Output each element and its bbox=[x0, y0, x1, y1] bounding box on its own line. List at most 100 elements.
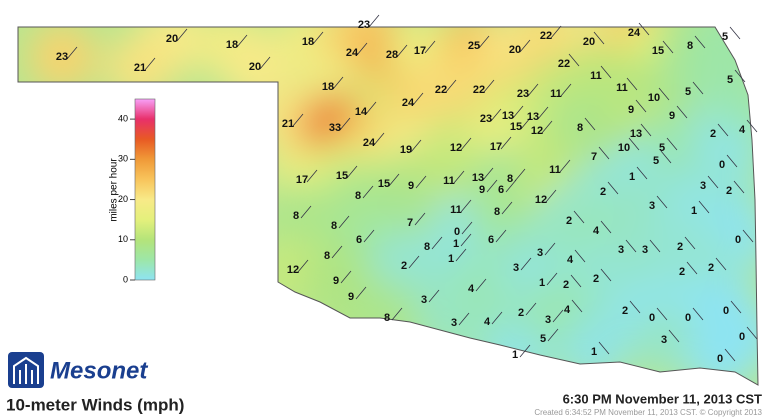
station-value: 2 bbox=[679, 266, 685, 278]
wind-arrow bbox=[455, 248, 467, 262]
station-value: 9 bbox=[333, 275, 339, 287]
station-value: 0 bbox=[454, 226, 460, 238]
station-value: 4 bbox=[468, 283, 475, 295]
station-value: 8 bbox=[324, 250, 330, 262]
created-note: Created 6:34:52 PM November 11, 2013 CST… bbox=[534, 408, 762, 417]
station-value: 10 bbox=[648, 92, 660, 104]
wind-arrow bbox=[636, 166, 648, 180]
wind-arrow bbox=[726, 154, 738, 168]
colorbar-tick-label: 20 bbox=[118, 194, 128, 204]
station-value: 10 bbox=[618, 142, 630, 154]
station-value: 13 bbox=[472, 172, 484, 184]
station-value: 20 bbox=[583, 36, 595, 48]
wind-arrow bbox=[356, 42, 368, 56]
wind-arrow bbox=[629, 300, 641, 314]
station-value: 28 bbox=[386, 49, 398, 61]
station-value: 24 bbox=[363, 137, 376, 149]
wind-arrow bbox=[475, 278, 487, 292]
wind-arrow bbox=[715, 257, 727, 271]
station-value: 11 bbox=[443, 175, 455, 187]
colorbar bbox=[134, 98, 156, 281]
station-value: 0 bbox=[685, 312, 691, 324]
station-value: 5 bbox=[540, 333, 546, 345]
wind-arrow bbox=[694, 35, 706, 49]
wind-arrow bbox=[742, 229, 754, 243]
wind-arrow bbox=[388, 173, 400, 187]
station-value: 24 bbox=[628, 27, 641, 39]
station-value: 4 bbox=[739, 124, 746, 136]
station-value: 2 bbox=[710, 128, 716, 140]
station-value: 5 bbox=[685, 86, 691, 98]
station-value: 8 bbox=[293, 210, 299, 222]
station-value: 11 bbox=[616, 82, 628, 94]
wind-arrow bbox=[332, 76, 344, 90]
station-value: 4 bbox=[484, 316, 491, 328]
station-value: 11 bbox=[550, 88, 562, 100]
station-value: 12 bbox=[450, 142, 462, 154]
station-value: 13 bbox=[527, 111, 539, 123]
station-value: 23 bbox=[517, 88, 529, 100]
wind-arrow bbox=[686, 261, 698, 275]
station-value: 17 bbox=[296, 174, 308, 186]
station-value: 3 bbox=[451, 317, 457, 329]
station-value: 2 bbox=[600, 186, 606, 198]
station-value: 7 bbox=[407, 217, 413, 229]
station-value: 2 bbox=[622, 305, 628, 317]
station-value: 24 bbox=[346, 47, 359, 59]
wind-field bbox=[28, 27, 96, 91]
station-value: 33 bbox=[329, 122, 341, 134]
wind-arrow bbox=[396, 44, 408, 58]
wind-arrow bbox=[431, 236, 443, 250]
wind-arrow bbox=[500, 136, 512, 150]
wind-arrow bbox=[734, 69, 746, 83]
map-title: 10-meter Winds (mph) bbox=[6, 395, 184, 414]
station-value: 15 bbox=[652, 45, 664, 57]
wind-arrow bbox=[662, 40, 674, 54]
wind-arrow bbox=[660, 150, 672, 164]
station-value: 1 bbox=[453, 238, 459, 250]
station-value: 5 bbox=[653, 155, 659, 167]
wind-arrow bbox=[495, 229, 507, 243]
wind-arrow bbox=[355, 286, 367, 300]
station-value: 17 bbox=[490, 141, 502, 153]
colorbar-tick-label: 30 bbox=[118, 154, 128, 164]
wind-arrow bbox=[412, 92, 424, 106]
wind-arrow bbox=[571, 299, 583, 313]
station-value: 18 bbox=[226, 39, 238, 51]
station-value: 2 bbox=[593, 273, 599, 285]
station-value: 8 bbox=[577, 122, 583, 134]
station-value: 3 bbox=[700, 180, 706, 192]
station-value: 1 bbox=[448, 253, 454, 265]
wind-arrow bbox=[410, 139, 422, 153]
wind-arrow bbox=[584, 117, 596, 131]
station-value: 15 bbox=[510, 121, 522, 133]
wind-arrow bbox=[391, 307, 403, 321]
station-value: 2 bbox=[563, 279, 569, 291]
wind-arrow bbox=[512, 105, 524, 119]
wind-arrow bbox=[573, 210, 585, 224]
wind-arrow bbox=[656, 195, 668, 209]
station-value: 18 bbox=[322, 81, 334, 93]
wind-arrow bbox=[428, 289, 440, 303]
station-value: 23 bbox=[480, 113, 492, 125]
station-value: 3 bbox=[642, 244, 648, 256]
station-value: 0 bbox=[717, 353, 723, 365]
wind-arrow bbox=[453, 170, 465, 184]
wind-arrow bbox=[593, 31, 605, 45]
station-value: 0 bbox=[649, 312, 655, 324]
station-value: 1 bbox=[629, 171, 635, 183]
wind-arrow bbox=[600, 268, 612, 282]
station-value: 21 bbox=[134, 62, 146, 74]
logo bbox=[8, 352, 44, 388]
wind-arrow bbox=[520, 257, 532, 271]
wind-arrow bbox=[570, 274, 582, 288]
wind-arrow bbox=[460, 137, 472, 151]
wind-arrow bbox=[144, 57, 156, 71]
wind-arrow bbox=[724, 348, 736, 362]
wind-arrow bbox=[600, 220, 612, 234]
wind-arrow bbox=[717, 123, 729, 137]
station-value: 21 bbox=[282, 118, 294, 130]
colorbar-label: miles per hour bbox=[109, 158, 120, 222]
